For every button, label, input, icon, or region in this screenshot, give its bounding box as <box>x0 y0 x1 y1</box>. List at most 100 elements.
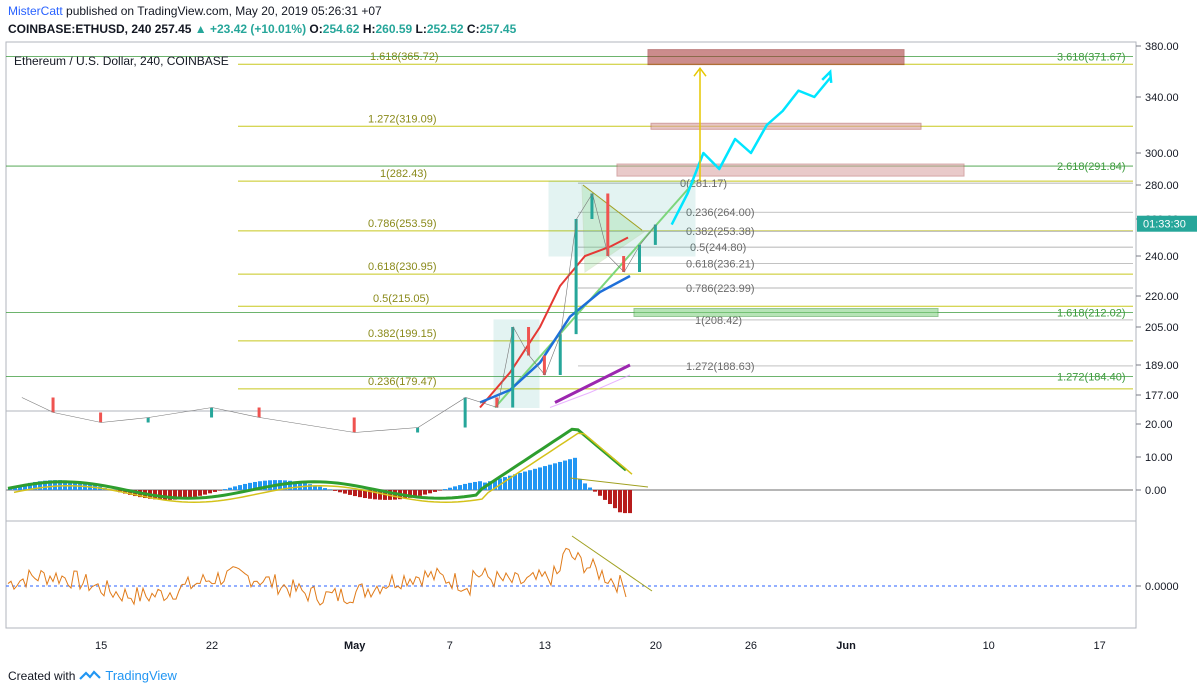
macd-histogram-bar <box>573 457 577 490</box>
macd-histogram-bar <box>478 481 482 490</box>
macd-histogram-bar <box>293 481 297 490</box>
projection-arrow-head <box>821 69 833 83</box>
macd-histogram-bar <box>358 490 362 498</box>
macd-histogram-bar <box>323 488 327 490</box>
macd-histogram-bar <box>23 483 27 490</box>
macd-tick-label: 10.00 <box>1145 452 1173 464</box>
macd-tick-label: 0.00 <box>1145 485 1166 497</box>
candle <box>463 397 467 428</box>
fib-retrace-label: 0.236(264.00) <box>686 207 755 219</box>
chart-frame <box>5 41 1137 629</box>
chart-area[interactable]: 1.618(365.72) 1.272(319.09) 1(282.43) 0.786… <box>0 38 1203 660</box>
candle <box>653 224 657 245</box>
macd-histogram-bar <box>28 482 32 490</box>
macd-histogram-bar <box>198 490 202 496</box>
macd-histogram-bar <box>563 460 567 490</box>
macd-histogram-bar <box>193 490 197 497</box>
publish-line: MisterCatt published on TradingView.com,… <box>8 4 382 18</box>
low-label: L: <box>415 22 427 36</box>
date-tick-label: 10 <box>983 640 995 652</box>
date-tick-label: 15 <box>95 640 107 652</box>
close-label: C: <box>466 22 480 36</box>
macd-histogram-bar <box>308 484 312 490</box>
macd-histogram-bar <box>313 485 317 490</box>
macd-histogram-bar <box>333 490 337 491</box>
macd-histogram-bar <box>188 490 192 498</box>
trendline-resistance <box>582 184 643 231</box>
macd-histogram-bar <box>228 487 232 490</box>
macd-histogram-bar <box>488 481 492 490</box>
last-price-tag <box>1137 215 1197 232</box>
macd-histogram-bar <box>508 475 512 490</box>
axes: 380.00340.00300.00280.00260.00240.00220.… <box>6 41 1197 652</box>
macd-histogram-bar <box>238 485 242 490</box>
high-value: 260.59 <box>375 22 413 36</box>
ohlc-line: COINBASE:ETHUSD, 240 257.45 ▲ +23.42 (+1… <box>8 22 516 36</box>
footer: Created with TradingView <box>8 668 177 683</box>
macd-histogram-bar <box>53 480 57 490</box>
macd-histogram-bar <box>603 490 607 500</box>
candle <box>416 427 420 433</box>
date-tick-label: 26 <box>745 640 757 652</box>
tradingview-brand[interactable]: TradingView <box>105 668 177 683</box>
price-tick-label: 340.00 <box>1145 92 1179 104</box>
macd-histogram-bar <box>428 490 432 494</box>
macd-histogram-bar <box>213 490 217 492</box>
macd-histogram-bar <box>263 480 267 490</box>
macd-histogram-bar <box>378 490 382 500</box>
macd-histogram-bar <box>373 490 377 500</box>
up-triangle-icon: ▲ <box>194 22 207 36</box>
macd-histogram-bar <box>438 490 442 491</box>
candle <box>51 397 55 413</box>
osc-tick-label: 0.0000 <box>1145 581 1179 593</box>
macd-histogram-bar <box>338 490 342 493</box>
macd-histogram-bar <box>343 490 347 494</box>
macd-histogram-bar <box>513 474 517 490</box>
macd-histogram-bar <box>443 489 447 490</box>
macd-histogram-bar <box>473 481 477 490</box>
candle <box>590 193 594 219</box>
ma-blue-line <box>479 274 631 404</box>
macd-histogram-bar <box>468 482 472 490</box>
price-tick-label: 240.00 <box>1145 251 1179 263</box>
macd-histogram-bar <box>223 489 227 490</box>
tradingview-logo-icon <box>79 669 102 680</box>
macd-histogram-bar <box>458 485 462 490</box>
macd-histogram-bar <box>578 479 582 490</box>
macd-histogram-bar <box>183 490 187 499</box>
created-with-label: Created with <box>8 668 76 683</box>
price-tick-label: 220.00 <box>1145 291 1179 303</box>
date-tick-label: 17 <box>1094 640 1106 652</box>
macd-histogram-bar <box>168 490 172 500</box>
trendline-support <box>494 180 696 409</box>
signal-line <box>13 432 633 503</box>
macd-divergence-line <box>569 477 649 488</box>
macd-histogram-bar <box>203 490 207 495</box>
macd-histogram-bar <box>423 490 427 495</box>
candle <box>606 193 610 256</box>
macd-histogram-bar <box>583 483 587 490</box>
fib-retrace-label: 0.382(253.38) <box>686 226 755 238</box>
author-link[interactable]: MisterCatt <box>8 4 63 18</box>
macd-histogram-bar <box>353 490 357 497</box>
price-tick-label: 189.00 <box>1145 360 1179 372</box>
published-text: published on TradingView.com, May 20, 20… <box>66 4 382 18</box>
macd-histogram-bar <box>558 461 562 490</box>
fib-level-label: 1(282.43) <box>380 168 427 180</box>
price-tick-label: 205.00 <box>1145 322 1179 334</box>
candle <box>542 355 546 375</box>
macd-histogram-bar <box>608 490 612 505</box>
macd-histogram-bar <box>588 487 592 490</box>
macd-histogram-bar <box>218 490 222 491</box>
fib-level-label: 0.618(230.95) <box>368 261 437 273</box>
macd-histogram-bar <box>433 490 437 492</box>
macd-histogram-bar <box>613 490 617 509</box>
macd-histogram-bar <box>628 490 632 514</box>
macd-histogram-bar <box>503 477 507 490</box>
high-label: H: <box>362 22 376 36</box>
ma-purple-band <box>549 374 631 408</box>
fib-level-label: 0.5(215.05) <box>373 293 429 305</box>
osc-divergence-line <box>571 535 653 592</box>
macd-histogram-bar <box>533 468 537 490</box>
macd-histogram-bar <box>258 481 262 490</box>
